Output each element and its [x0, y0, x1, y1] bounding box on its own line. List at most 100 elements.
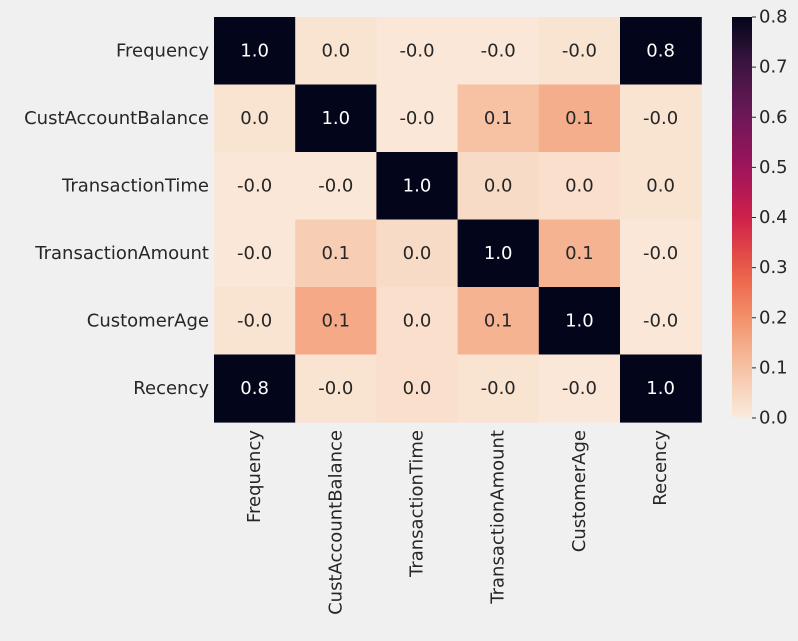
heatmap-cell-label: 0.0 — [403, 243, 432, 264]
heatmap-cell — [457, 84, 540, 153]
y-tick-label: TransactionAmount — [34, 243, 209, 264]
heatmap-cell — [538, 219, 621, 288]
heatmap-cell — [620, 17, 702, 86]
colorbar-gradient — [732, 17, 752, 418]
y-tick-label: CustomerAge — [87, 310, 209, 331]
heatmap-cell-label: -0.0 — [237, 243, 272, 264]
heatmap-cell — [214, 219, 296, 288]
x-tick-label: Recency — [650, 430, 671, 506]
x-tick-label: TransactionAmount — [488, 430, 509, 605]
colorbar-tick-label: 0.6 — [759, 107, 788, 128]
x-axis: Frequency CustAccountBalance TransactionTi… — [244, 430, 671, 615]
heatmap-cell-label: 0.1 — [321, 243, 350, 264]
heatmap-cell — [376, 219, 459, 288]
heatmap-cell-label: 0.0 — [646, 175, 675, 196]
heatmap-cell-label: -0.0 — [318, 378, 353, 399]
heatmap-cell — [538, 152, 621, 221]
heatmap-cell-label: -0.0 — [399, 40, 434, 61]
heatmap-cell — [620, 84, 702, 153]
heatmap-cell — [295, 354, 377, 423]
colorbar-tick-label: 0.3 — [759, 257, 788, 278]
heatmap-cell-labels: 1.0 0.0 -0.0 -0.0 -0.0 0.8 0.0 1.0 -0.0 0.1 0.1 -0.… — [237, 40, 678, 399]
heatmap-cell-label: 1.0 — [240, 40, 269, 61]
heatmap-cell-label: -0.0 — [562, 40, 597, 61]
heatmap-cell — [214, 287, 296, 356]
heatmap-cells — [214, 17, 702, 423]
heatmap-cell-label: 0.0 — [565, 175, 594, 196]
heatmap-cell-label: 1.0 — [646, 378, 675, 399]
heatmap-cell — [538, 354, 621, 423]
x-tick-label: Frequency — [244, 430, 265, 523]
heatmap-cell — [214, 152, 296, 221]
heatmap-cell — [457, 287, 540, 356]
heatmap-cell-label: 0.0 — [321, 40, 350, 61]
heatmap-cell — [620, 152, 702, 221]
colorbar-tick-label: 0.4 — [759, 207, 788, 228]
heatmap-cell — [376, 152, 459, 221]
heatmap-cell-label: 0.1 — [484, 108, 513, 129]
heatmap-cell-label: -0.0 — [481, 378, 516, 399]
heatmap-cell — [620, 354, 702, 423]
heatmap-cell-label: -0.0 — [562, 378, 597, 399]
heatmap-cell — [214, 84, 296, 153]
heatmap-cell — [214, 17, 296, 86]
heatmap-cell — [295, 287, 377, 356]
heatmap-cell-label: -0.0 — [643, 108, 678, 129]
heatmap-cell-label: 0.8 — [240, 378, 269, 399]
heatmap-cell-label: 1.0 — [484, 243, 513, 264]
heatmap-cell-label: -0.0 — [318, 175, 353, 196]
heatmap-cell — [295, 84, 377, 153]
heatmap-cell — [376, 354, 459, 423]
heatmap-cell-label: -0.0 — [481, 40, 516, 61]
heatmap-cell — [376, 287, 459, 356]
heatmap-cell-label: 0.0 — [240, 108, 269, 129]
heatmap-cell-label: -0.0 — [643, 243, 678, 264]
heatmap-cell-label: 0.0 — [484, 175, 513, 196]
heatmap-cell-label: -0.0 — [237, 310, 272, 331]
heatmap-cell — [295, 17, 377, 86]
y-axis: Frequency CustAccountBalance TransactionTi… — [24, 40, 209, 399]
colorbar-tick-label: 0.2 — [759, 307, 788, 328]
heatmap-cell-label: -0.0 — [643, 310, 678, 331]
colorbar-tick-label: 0.8 — [759, 7, 788, 28]
heatmap-cell — [457, 17, 540, 86]
heatmap-cell — [457, 152, 540, 221]
heatmap-cell-label: 0.0 — [403, 310, 432, 331]
heatmap-cell — [295, 152, 377, 221]
heatmap-cell — [376, 17, 459, 86]
heatmap-cell — [457, 354, 540, 423]
heatmap-cell — [538, 84, 621, 153]
heatmap-cell-label: 0.1 — [321, 310, 350, 331]
heatmap-cell-label: 1.0 — [403, 175, 432, 196]
heatmap-cell — [376, 84, 459, 153]
heatmap-cell — [538, 287, 621, 356]
heatmap-cell — [538, 17, 621, 86]
heatmap-cell-label: 0.0 — [403, 378, 432, 399]
colorbar-ticks: 0.0 0.1 0.2 0.3 0.4 0.5 0.6 0.7 0.8 — [752, 7, 788, 429]
colorbar-tick-label: 0.5 — [759, 157, 788, 178]
x-tick-label: TransactionTime — [407, 430, 428, 578]
heatmap-cell-label: 0.1 — [565, 108, 594, 129]
heatmap-cell — [214, 354, 296, 423]
colorbar-tick-label: 0.7 — [759, 57, 788, 78]
heatmap-cell-label: 0.1 — [565, 243, 594, 264]
y-tick-label: Recency — [133, 378, 209, 399]
heatmap-cell-label: -0.0 — [237, 175, 272, 196]
heatmap-cell — [620, 287, 702, 356]
heatmap-cell-label: -0.0 — [399, 108, 434, 129]
y-tick-label: Frequency — [116, 40, 209, 61]
heatmap-cell — [457, 219, 540, 288]
colorbar-tick-label: 0.0 — [759, 408, 788, 429]
heatmap-cell-label: 1.0 — [321, 108, 350, 129]
heatmap-cell-label: 1.0 — [565, 310, 594, 331]
heatmap-cell — [620, 219, 702, 288]
heatmap-cell-label: 0.8 — [646, 40, 675, 61]
x-tick-label: CustomerAge — [569, 430, 590, 552]
heatmap-cell-label: 0.1 — [484, 310, 513, 331]
y-tick-label: TransactionTime — [61, 175, 209, 196]
heatmap-cell — [295, 219, 377, 288]
x-tick-label: CustAccountBalance — [325, 430, 346, 615]
colorbar-tick-label: 0.1 — [759, 357, 788, 378]
